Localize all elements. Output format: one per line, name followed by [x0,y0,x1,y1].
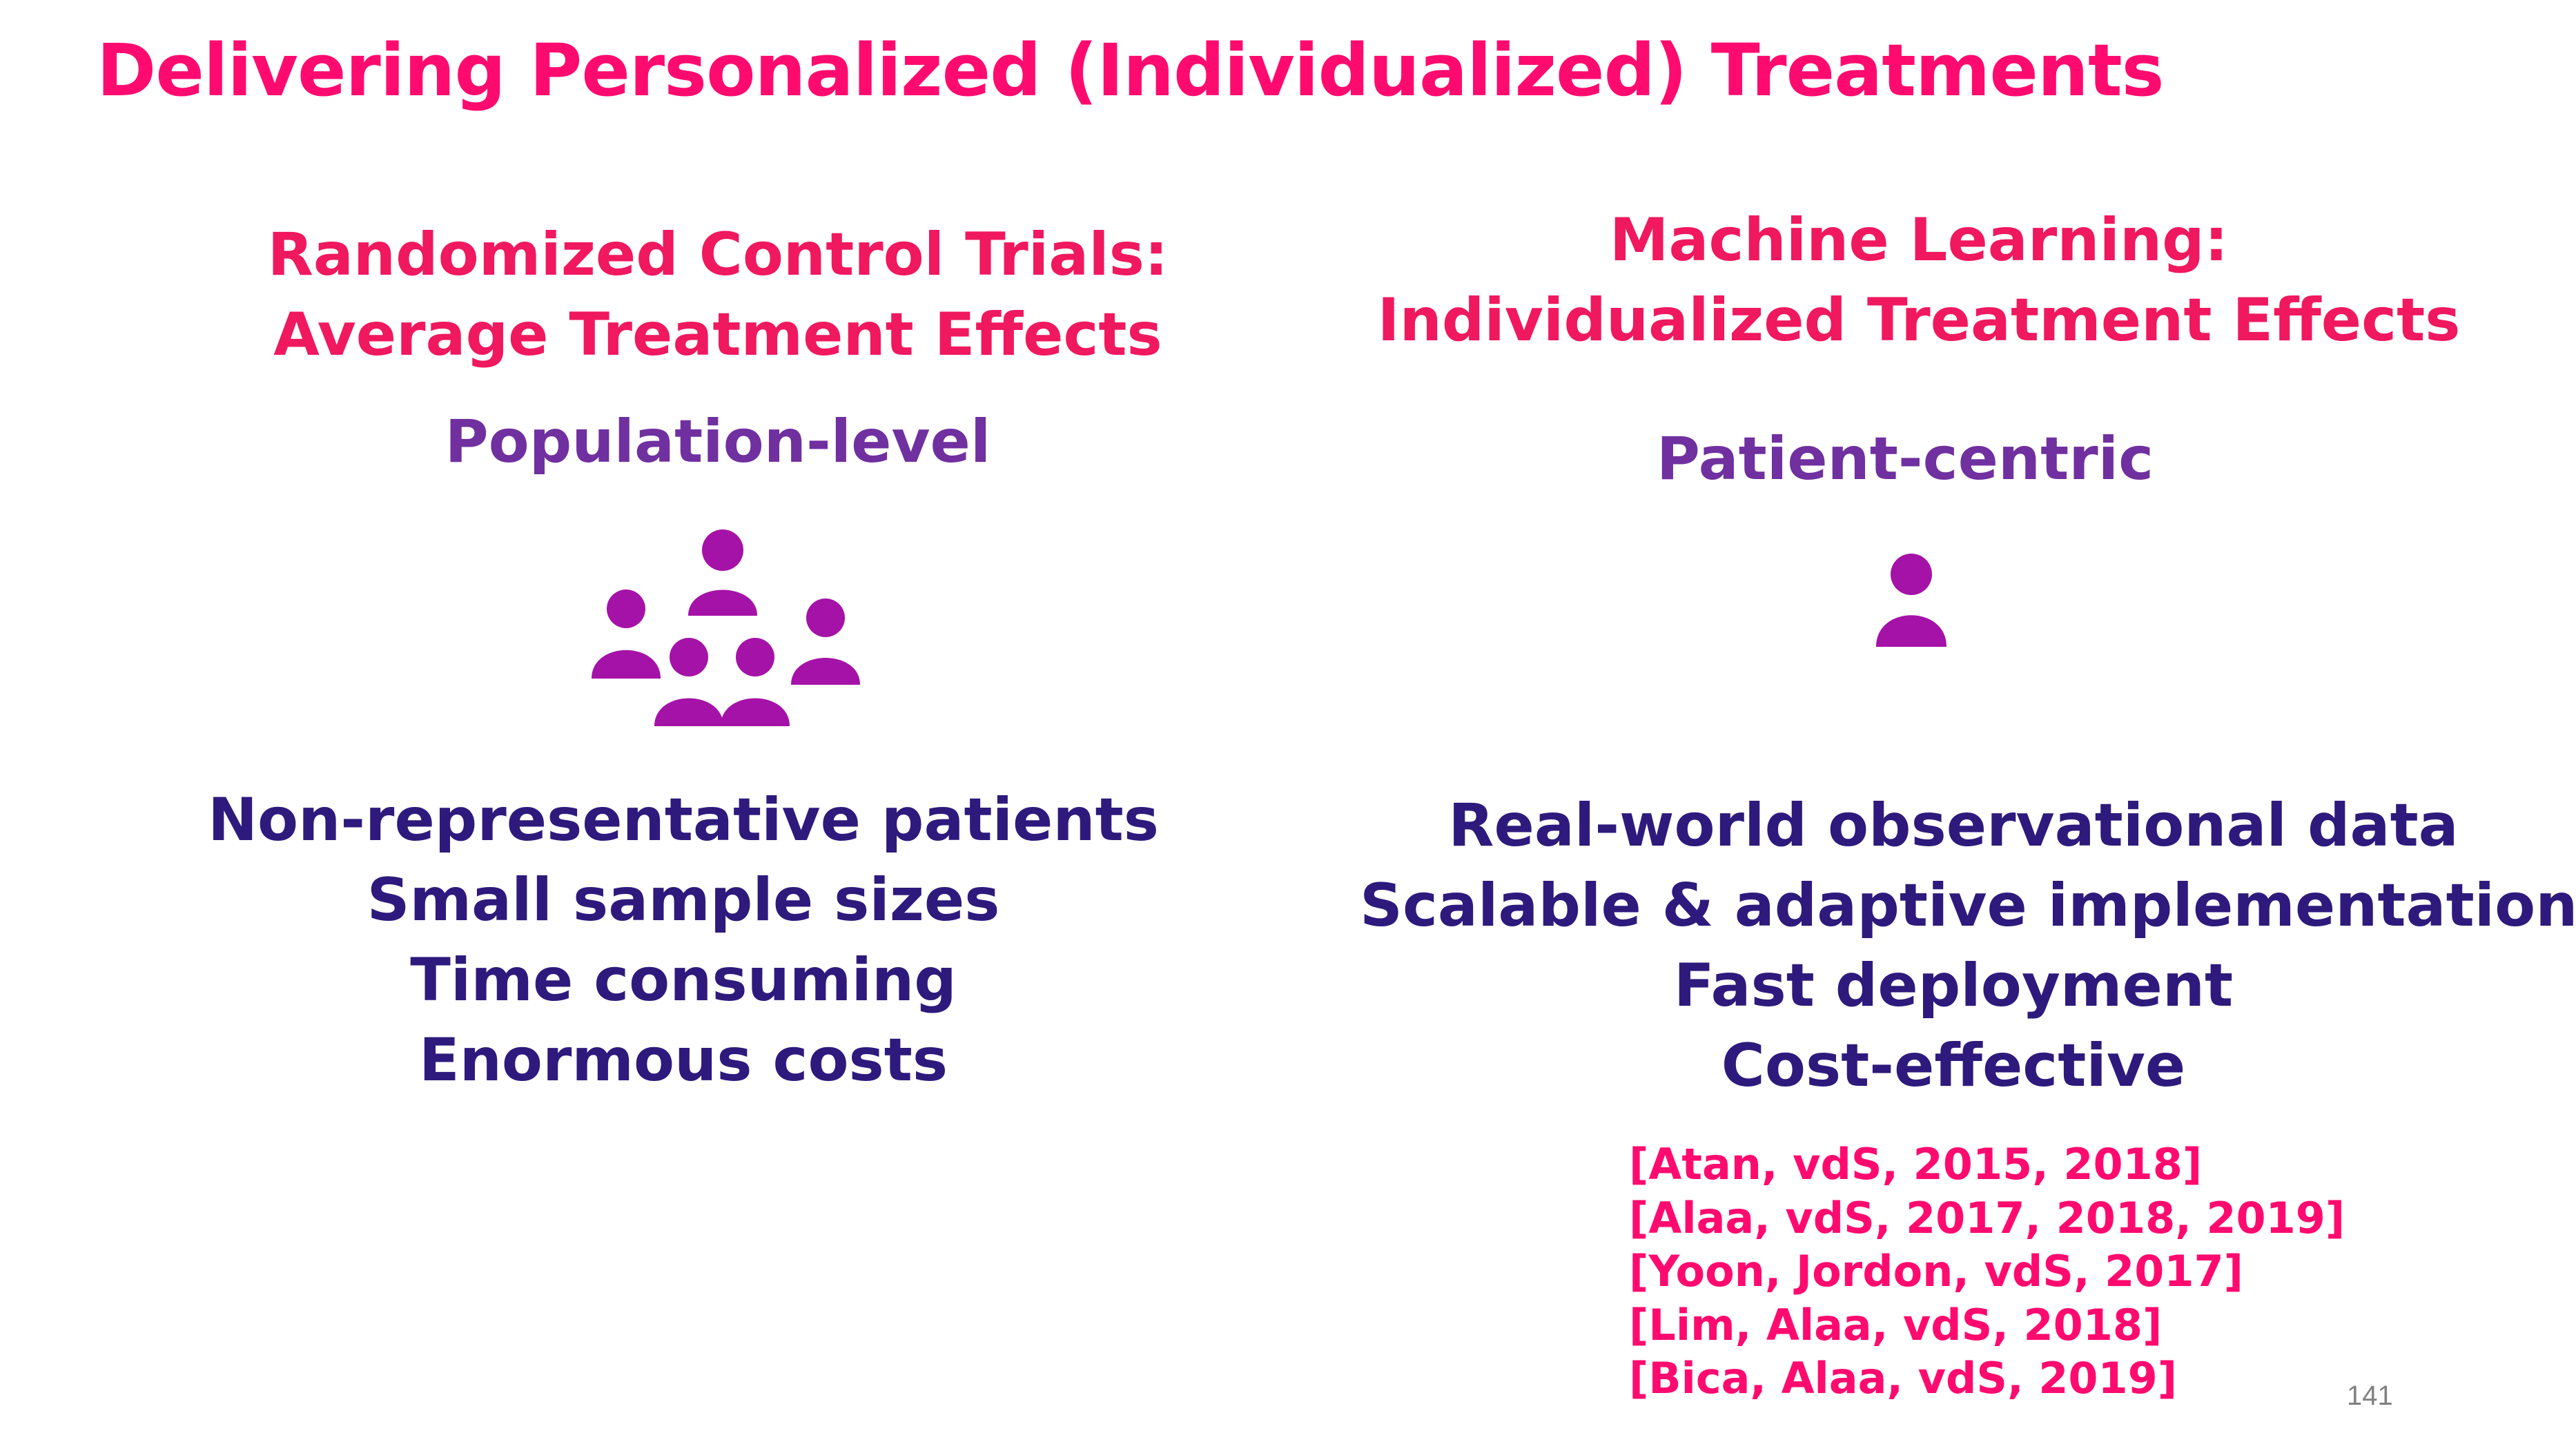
reference-item: [Alaa, vdS, 2017, 2018, 2019] [1629,1192,2345,1243]
left-point: Enormous costs [418,1026,948,1095]
left-subheading: Population-level [445,407,991,476]
left-points: Non-representative patients Small sample… [179,780,1187,1100]
left-heading-line2: Average Treatment Effects [273,300,1162,369]
right-point: Scalable & adaptive implementation [1360,871,2576,940]
right-point: Fast deployment [1673,951,2234,1020]
person-icon [721,638,790,726]
right-point: Cost-effective [1721,1031,2186,1100]
page-number: 141 [2347,1381,2393,1411]
person-icon [791,598,860,685]
left-point: Small sample sizes [367,866,1000,935]
right-heading: Machine Learning: Individualized Treatme… [1367,200,2471,360]
left-point: Time consuming [410,946,957,1015]
person-icon [688,529,757,616]
reference-item: [Atan, vdS, 2015, 2018] [1629,1139,2203,1189]
reference-item: [Yoon, Jordon, vdS, 2017] [1629,1246,2243,1296]
right-heading-line2: Individualized Treatment Effects [1377,286,2461,355]
reference-item: [Bica, Alaa, vdS, 2019] [1629,1353,2178,1403]
right-points: Real-world observational data Scalable &… [1360,786,2576,1106]
reference-item: [Lim, Alaa, vdS, 2018] [1629,1299,2163,1350]
left-point: Non-representative patients [208,786,1159,855]
references: [Atan, vdS, 2015, 2018] [Alaa, vdS, 2017… [1629,1138,2345,1405]
right-subheading: Patient-centric [1656,425,2154,494]
person-icon [654,638,723,726]
left-heading-line1: Randomized Control Trials: [267,220,1169,289]
slide-title: Delivering Personalized (Individualized)… [97,28,2165,113]
single-person-icon [1876,554,1946,647]
left-heading: Randomized Control Trials: Average Treat… [179,215,1256,375]
group-of-people-icon [592,529,860,726]
person-icon [592,590,661,679]
right-point: Real-world observational data [1448,791,2459,860]
right-heading-line1: Machine Learning: [1609,206,2229,275]
